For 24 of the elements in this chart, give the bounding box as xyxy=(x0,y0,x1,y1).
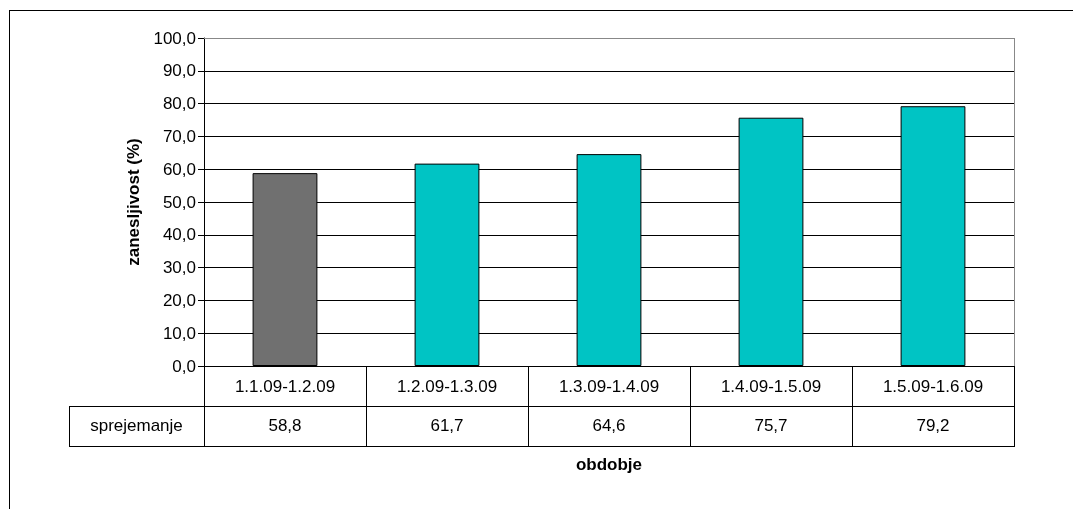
y-axis-title: zanesljivost (%) xyxy=(124,138,143,266)
y-tick-label: 60,0 xyxy=(162,159,196,179)
data-label: 79,2 xyxy=(915,415,951,437)
x-tick-label: 1.5.09-1.6.09 xyxy=(882,377,984,396)
y-tick-label: 100,0 xyxy=(153,28,196,48)
y-tick-label: 10,0 xyxy=(162,323,196,343)
data-label: 58,8 xyxy=(267,415,303,437)
data-label: 61,7 xyxy=(429,415,465,437)
data-label: 64,6 xyxy=(591,415,627,437)
x-tick-label: 1.2.09-1.3.09 xyxy=(396,377,498,396)
y-tick-label: 40,0 xyxy=(162,225,196,245)
x-tick-label: 1.4.09-1.5.09 xyxy=(720,377,822,396)
y-tick-label: 70,0 xyxy=(162,126,196,146)
y-tick-label: 30,0 xyxy=(162,258,196,278)
data-label: 75,7 xyxy=(753,415,789,437)
y-tick-label: 90,0 xyxy=(162,61,196,81)
y-tick-label: 20,0 xyxy=(162,290,196,310)
x-tick-label: 1.1.09-1.2.09 xyxy=(234,377,336,396)
x-axis-title: obdobje xyxy=(574,454,644,476)
x-tick-label: 1.3.09-1.4.09 xyxy=(558,377,660,396)
y-tick-label: 50,0 xyxy=(162,192,196,212)
y-tick-label: 0,0 xyxy=(172,356,196,376)
y-tick-label: 80,0 xyxy=(162,94,196,114)
text: sprejemanje xyxy=(89,415,184,437)
